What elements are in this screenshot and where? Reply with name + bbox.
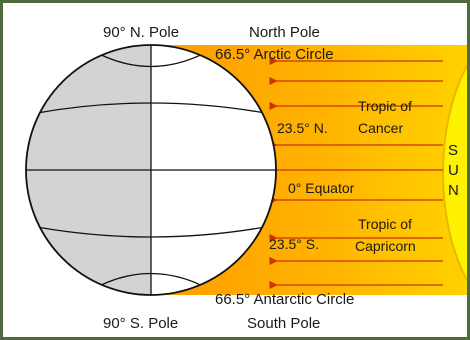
sun [442,63,467,283]
globe-outline [25,44,277,296]
sun-letter-u: U [448,162,459,179]
label-south-pole-deg: 90° S. Pole [103,315,178,332]
diagram-canvas: 90° N. Pole North Pole 66.5° Arctic Circ… [25,24,467,332]
label-tropic-of-cancer-1: Tropic of [358,98,412,114]
label-north-pole-deg: 90° N. Pole [103,24,179,41]
label-arctic-circle: 66.5° Arctic Circle [215,46,334,63]
sun-letter-s: S [448,142,458,159]
label-antarctic-circle: 66.5° Antarctic Circle [215,291,354,308]
light-rays [269,56,443,290]
label-tropic-of-capricorn-2: Capricorn [355,238,416,254]
label-23-5-n: 23.5° N. [277,120,328,136]
label-tropic-of-capricorn-1: Tropic of [358,216,412,232]
label-south-pole: South Pole [247,315,320,332]
label-equator: 0° Equator [288,180,355,196]
globe [25,44,277,296]
label-tropic-of-cancer-2: Cancer [358,120,403,136]
label-23-5-s: 23.5° S. [269,236,319,252]
sun-letter-n: N [448,182,459,199]
label-north-pole: North Pole [249,24,320,41]
